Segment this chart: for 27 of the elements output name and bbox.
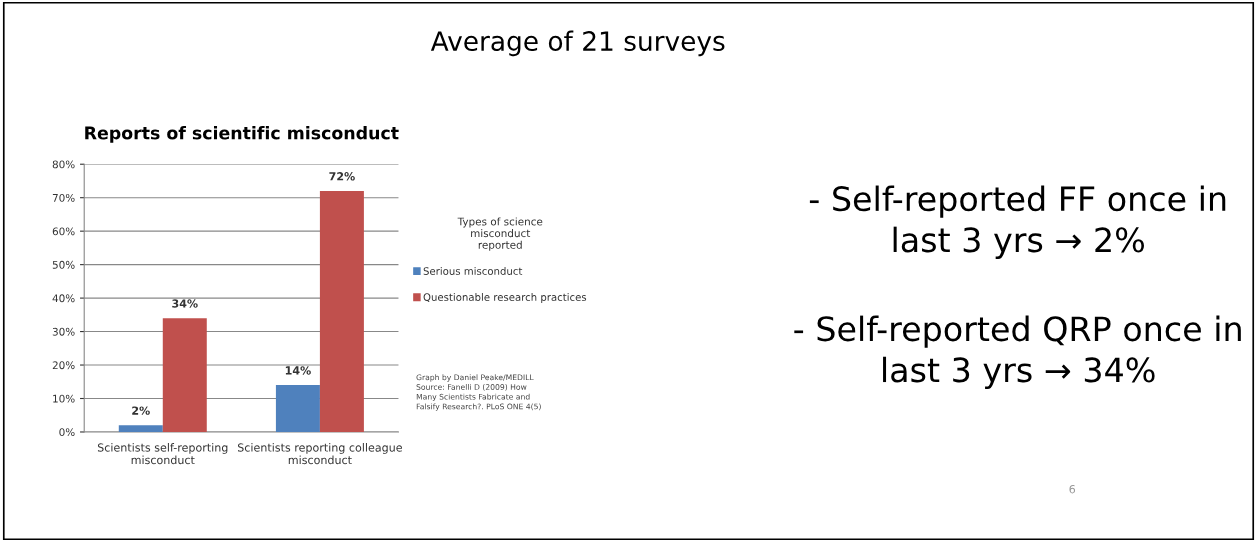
y-tick-label: 60% — [52, 227, 75, 236]
y-tick-label: 70% — [52, 193, 75, 202]
text: - Self-reported FF once in last 3 yrs → 2% — [809, 185, 1226, 259]
x-tick-label: Scientists reporting colleague misconduct — [237, 443, 402, 465]
x-tick-label: Scientists self-reporting misconduct — [97, 443, 228, 465]
y-tick-label: 30% — [52, 327, 75, 336]
text: - Self-reported QRP once in last 3 yrs → 34% — [794, 315, 1241, 389]
bar — [162, 318, 207, 432]
text: 72% — [329, 172, 355, 181]
bar — [319, 191, 364, 432]
text: Average of 21 surveys — [430, 30, 725, 57]
bar — [118, 425, 163, 432]
legend-title: Types of science misconduct reported — [457, 217, 543, 251]
chart-title: Reports of scientific misconduct — [85, 126, 399, 143]
y-tick-label: 20% — [52, 361, 75, 370]
y-tick-label: 10% — [53, 394, 75, 403]
y-tick-label: 0% — [59, 428, 75, 437]
text: 14% — [285, 366, 311, 375]
y-tick-label: 80% — [52, 160, 75, 169]
y-tick-label: 50% — [52, 260, 75, 269]
text: 2% — [132, 406, 150, 415]
y-tick-label: 40% — [52, 294, 75, 303]
legend-label: Serious misconduct — [423, 267, 523, 275]
legend-label: Questionable research practices — [423, 293, 587, 303]
text: 6 — [1069, 484, 1076, 494]
text: 34% — [172, 299, 198, 308]
bar — [275, 385, 320, 432]
